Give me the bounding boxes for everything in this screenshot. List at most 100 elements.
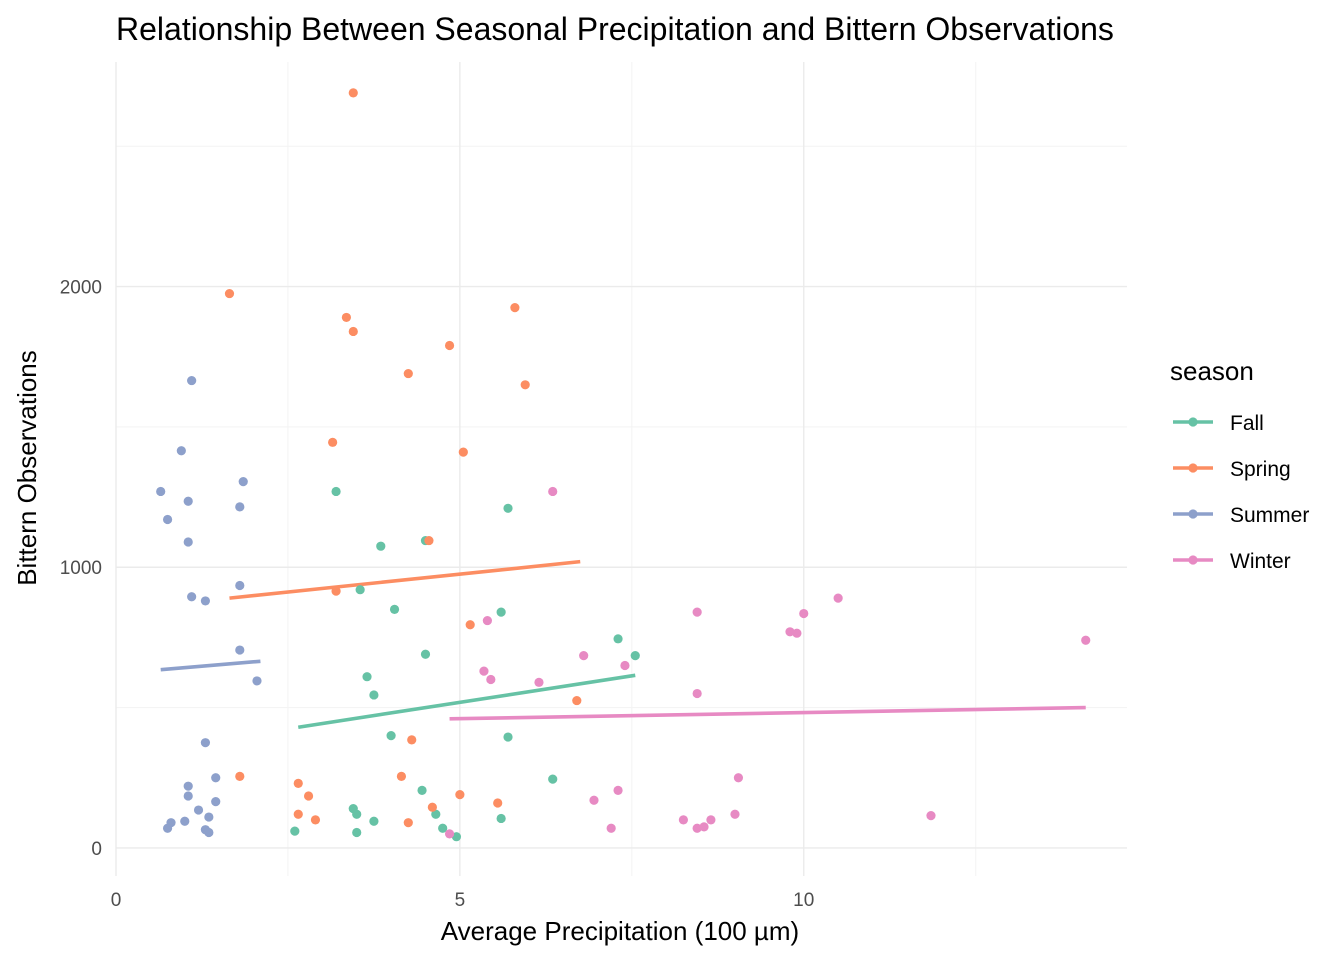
data-point-fall [376,541,386,551]
data-point-winter [730,809,740,819]
legend-item-winter: Winter [1173,550,1291,573]
legend-key-point [1188,417,1198,427]
data-point-spring [310,815,321,825]
data-point-winter [548,486,558,497]
data-point-winter [692,607,702,617]
legend-label: Fall [1230,412,1264,435]
x-axis-ticks: 0 5 10 [111,890,815,911]
data-point-fall [503,732,513,742]
data-point-spring [348,326,358,337]
data-point-winter [606,823,616,833]
legend: season Fall Spring Summer Winter [1170,356,1309,573]
data-point-spring [510,303,520,313]
y-tick-label: 0 [91,839,102,860]
data-point-summer [187,592,197,602]
data-point-winter [706,815,716,825]
data-point-fall [420,649,431,659]
series-winter-points [444,486,1091,839]
data-point-summer [193,805,204,815]
data-point-summer [238,477,248,487]
data-point-summer [235,580,245,591]
data-point-fall [369,690,379,700]
data-point-winter [579,651,589,661]
data-point-summer [235,645,245,655]
data-point-summer [211,797,221,807]
series-spring-points [224,88,582,828]
data-point-spring [424,535,434,546]
data-point-fall [369,816,379,826]
data-point-spring [465,620,475,630]
data-point-summer [183,496,193,506]
data-point-spring [458,447,468,457]
grid [115,62,1127,876]
data-point-spring [293,809,303,819]
data-point-winter [692,823,702,833]
y-axis-ticks: 0 1000 2000 [60,278,102,860]
y-tick-label: 2000 [60,278,102,299]
data-point-fall [548,774,558,784]
x-tick-label: 5 [455,890,466,911]
data-point-fall [496,813,506,824]
legend-title: season [1170,356,1254,386]
data-point-summer [183,537,193,547]
series-summer-points [156,375,262,838]
legend-label: Spring [1230,458,1291,481]
data-point-spring [444,340,455,351]
data-point-summer [183,791,193,801]
data-point-fall [389,604,400,614]
data-point-fall [352,827,362,838]
data-point-summer [162,823,173,833]
data-point-spring [348,88,358,98]
fit-line-spring [229,559,581,600]
data-point-winter [833,593,843,603]
legend-label: Winter [1230,550,1291,573]
data-point-spring [403,368,413,379]
legend-key-point [1188,509,1198,519]
data-point-fall [355,585,365,595]
data-point-summer [187,375,197,386]
data-point-fall [431,809,441,819]
data-point-spring [520,380,530,390]
data-point-fall [290,826,300,836]
data-point-fall [451,832,462,842]
data-point-fall [331,486,341,497]
legend-item-summer: Summer [1173,504,1309,527]
data-point-winter [479,666,489,676]
data-point-winter [589,795,599,805]
legend-item-fall: Fall [1173,412,1264,435]
data-point-winter [534,677,544,687]
data-point-spring [341,312,351,323]
data-point-summer [156,486,166,497]
x-tick-label: 0 [111,890,122,911]
data-point-spring [331,586,341,596]
data-point-fall [613,634,623,644]
data-point-fall [417,785,427,795]
chart-title: Relationship Between Seasonal Precipitat… [116,11,1114,47]
data-point-fall [496,607,506,617]
data-point-winter [613,785,623,795]
data-point-spring [328,437,338,447]
legend-label: Summer [1230,504,1309,527]
data-point-fall [362,672,372,682]
data-point-winter [444,829,455,839]
legend-key-point [1188,555,1198,565]
data-point-winter [482,615,492,626]
data-point-fall [438,823,448,833]
x-axis-title: Average Precipitation (100 µm) [441,916,799,946]
data-point-spring [396,771,407,781]
data-point-summer [200,596,211,606]
data-point-summer [183,781,193,791]
fit-lines [160,559,1086,730]
data-point-spring [407,735,417,745]
data-point-fall [352,809,362,819]
data-point-summer [204,812,214,822]
data-point-summer [200,738,211,748]
data-point-winter [620,660,630,671]
data-point-spring [224,288,235,299]
data-point-winter [792,628,802,638]
data-points [156,88,1091,842]
data-point-winter [1081,635,1091,645]
data-point-summer [176,446,186,456]
data-point-fall [386,731,396,741]
y-tick-label: 1000 [60,558,102,579]
